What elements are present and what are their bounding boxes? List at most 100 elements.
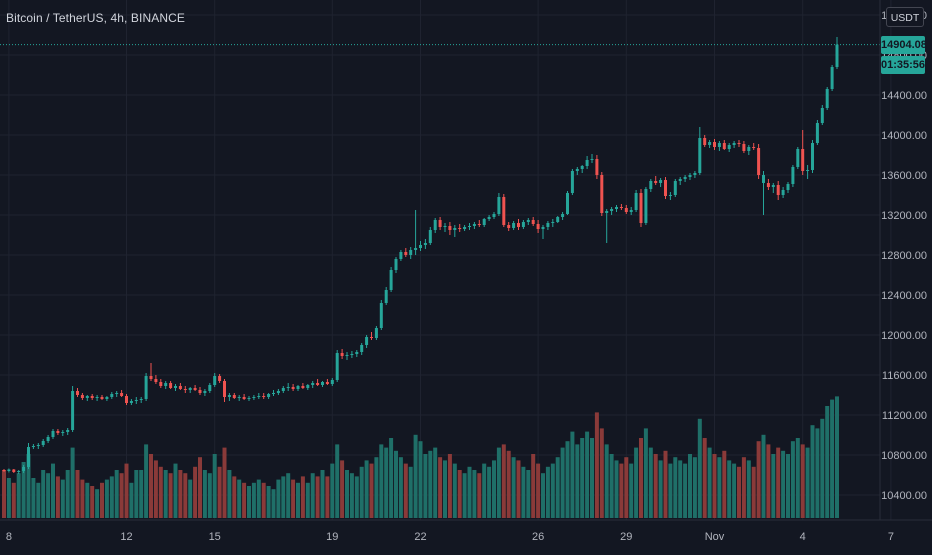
candle-body[interactable] <box>267 394 271 397</box>
candle-body[interactable] <box>183 389 187 390</box>
candle-body[interactable] <box>71 391 75 430</box>
candle-body[interactable] <box>472 224 476 226</box>
candle-body[interactable] <box>56 431 60 433</box>
symbol-title[interactable]: Bitcoin / TetherUS, 4h, BINANCE <box>6 11 185 25</box>
candle-body[interactable] <box>22 467 26 471</box>
candle-body[interactable] <box>585 160 589 166</box>
candle-body[interactable] <box>350 354 354 355</box>
currency-badge[interactable]: USDT <box>886 7 924 27</box>
candle-body[interactable] <box>389 270 393 290</box>
candle-body[interactable] <box>174 386 177 388</box>
candle-body[interactable] <box>737 143 741 144</box>
candle-body[interactable] <box>815 123 819 143</box>
candle-body[interactable] <box>159 382 163 386</box>
candle-body[interactable] <box>379 303 383 328</box>
candle-body[interactable] <box>291 387 295 389</box>
candle-body[interactable] <box>134 400 138 401</box>
candle-body[interactable] <box>659 180 663 183</box>
candle-body[interactable] <box>198 390 202 393</box>
candle-body[interactable] <box>223 381 226 397</box>
candle-body[interactable] <box>727 145 731 149</box>
candle-body[interactable] <box>129 401 133 403</box>
candle-body[interactable] <box>232 395 236 398</box>
candle-body[interactable] <box>610 209 614 211</box>
candle-body[interactable] <box>306 385 310 388</box>
candle-body[interactable] <box>208 385 212 391</box>
time-axis[interactable]: 8 12 15 19 22 26 29 Nov 4 7 <box>6 531 894 543</box>
candle-body[interactable] <box>629 210 633 212</box>
candle-body[interactable] <box>276 391 280 393</box>
candle-body[interactable] <box>757 148 761 175</box>
candle-body[interactable] <box>76 391 79 395</box>
candle-body[interactable] <box>521 222 525 227</box>
candle-body[interactable] <box>374 328 378 338</box>
candle-body[interactable] <box>257 396 261 397</box>
candle-body[interactable] <box>541 227 545 229</box>
candle-body[interactable] <box>546 223 550 227</box>
candle-body[interactable] <box>433 220 437 230</box>
candle-body[interactable] <box>61 432 65 433</box>
candle-body[interactable] <box>414 248 418 250</box>
candle-body[interactable] <box>835 44 839 67</box>
candle-body[interactable] <box>17 471 21 472</box>
candle-body[interactable] <box>164 383 168 386</box>
candle-body[interactable] <box>384 290 388 303</box>
candle-body[interactable] <box>639 193 643 223</box>
candle-body[interactable] <box>27 447 30 467</box>
candle-body[interactable] <box>321 382 324 385</box>
candle-body[interactable] <box>654 181 658 183</box>
candle-body[interactable] <box>85 396 89 398</box>
candle-body[interactable] <box>458 228 462 229</box>
candle-body[interactable] <box>463 227 467 229</box>
candle-body[interactable] <box>762 175 765 183</box>
candle-body[interactable] <box>517 223 520 227</box>
candle-body[interactable] <box>90 396 94 398</box>
candle-body[interactable] <box>732 143 736 145</box>
candle-body[interactable] <box>105 397 109 399</box>
candle-body[interactable] <box>262 396 266 397</box>
candle-body[interactable] <box>575 169 579 171</box>
candle-body[interactable] <box>507 225 511 228</box>
candle-body[interactable] <box>688 175 692 177</box>
candle-body[interactable] <box>683 177 687 179</box>
candle-body[interactable] <box>590 159 594 160</box>
candle-body[interactable] <box>237 397 241 398</box>
candle-body[interactable] <box>115 393 119 394</box>
candle-body[interactable] <box>766 183 770 187</box>
candle-body[interactable] <box>668 195 672 196</box>
candle-body[interactable] <box>781 190 785 195</box>
candle-body[interactable] <box>247 398 251 399</box>
candle-body[interactable] <box>605 211 609 213</box>
candle-body[interactable] <box>154 379 158 382</box>
candle-body[interactable] <box>423 243 427 245</box>
candle-body[interactable] <box>242 397 246 399</box>
candle-body[interactable] <box>830 67 834 89</box>
candle-body[interactable] <box>66 430 70 432</box>
candle-body[interactable] <box>46 437 50 441</box>
candle-body[interactable] <box>551 222 555 223</box>
candle-body[interactable] <box>566 193 569 214</box>
candle-body[interactable] <box>330 380 334 384</box>
candle-body[interactable] <box>360 345 364 352</box>
candle-body[interactable] <box>428 230 432 243</box>
candle-body[interactable] <box>786 184 790 190</box>
candle-body[interactable] <box>95 397 99 398</box>
candle-body[interactable] <box>443 226 447 227</box>
candle-body[interactable] <box>561 214 565 217</box>
candle-body[interactable] <box>673 181 677 195</box>
candle-body[interactable] <box>399 252 403 259</box>
candle-body[interactable] <box>580 166 584 169</box>
candle-body[interactable] <box>811 143 814 170</box>
candle-body[interactable] <box>340 353 344 356</box>
candle-body[interactable] <box>570 171 574 193</box>
candle-body[interactable] <box>468 226 471 227</box>
candle-body[interactable] <box>796 149 800 167</box>
candle-body[interactable] <box>820 108 824 123</box>
candle-body[interactable] <box>316 383 320 385</box>
candle-body[interactable] <box>752 147 756 148</box>
candle-body[interactable] <box>203 391 207 393</box>
candle-body[interactable] <box>512 223 516 228</box>
candle-body[interactable] <box>644 189 648 223</box>
candle-body[interactable] <box>355 352 359 354</box>
candle-body[interactable] <box>825 89 829 108</box>
